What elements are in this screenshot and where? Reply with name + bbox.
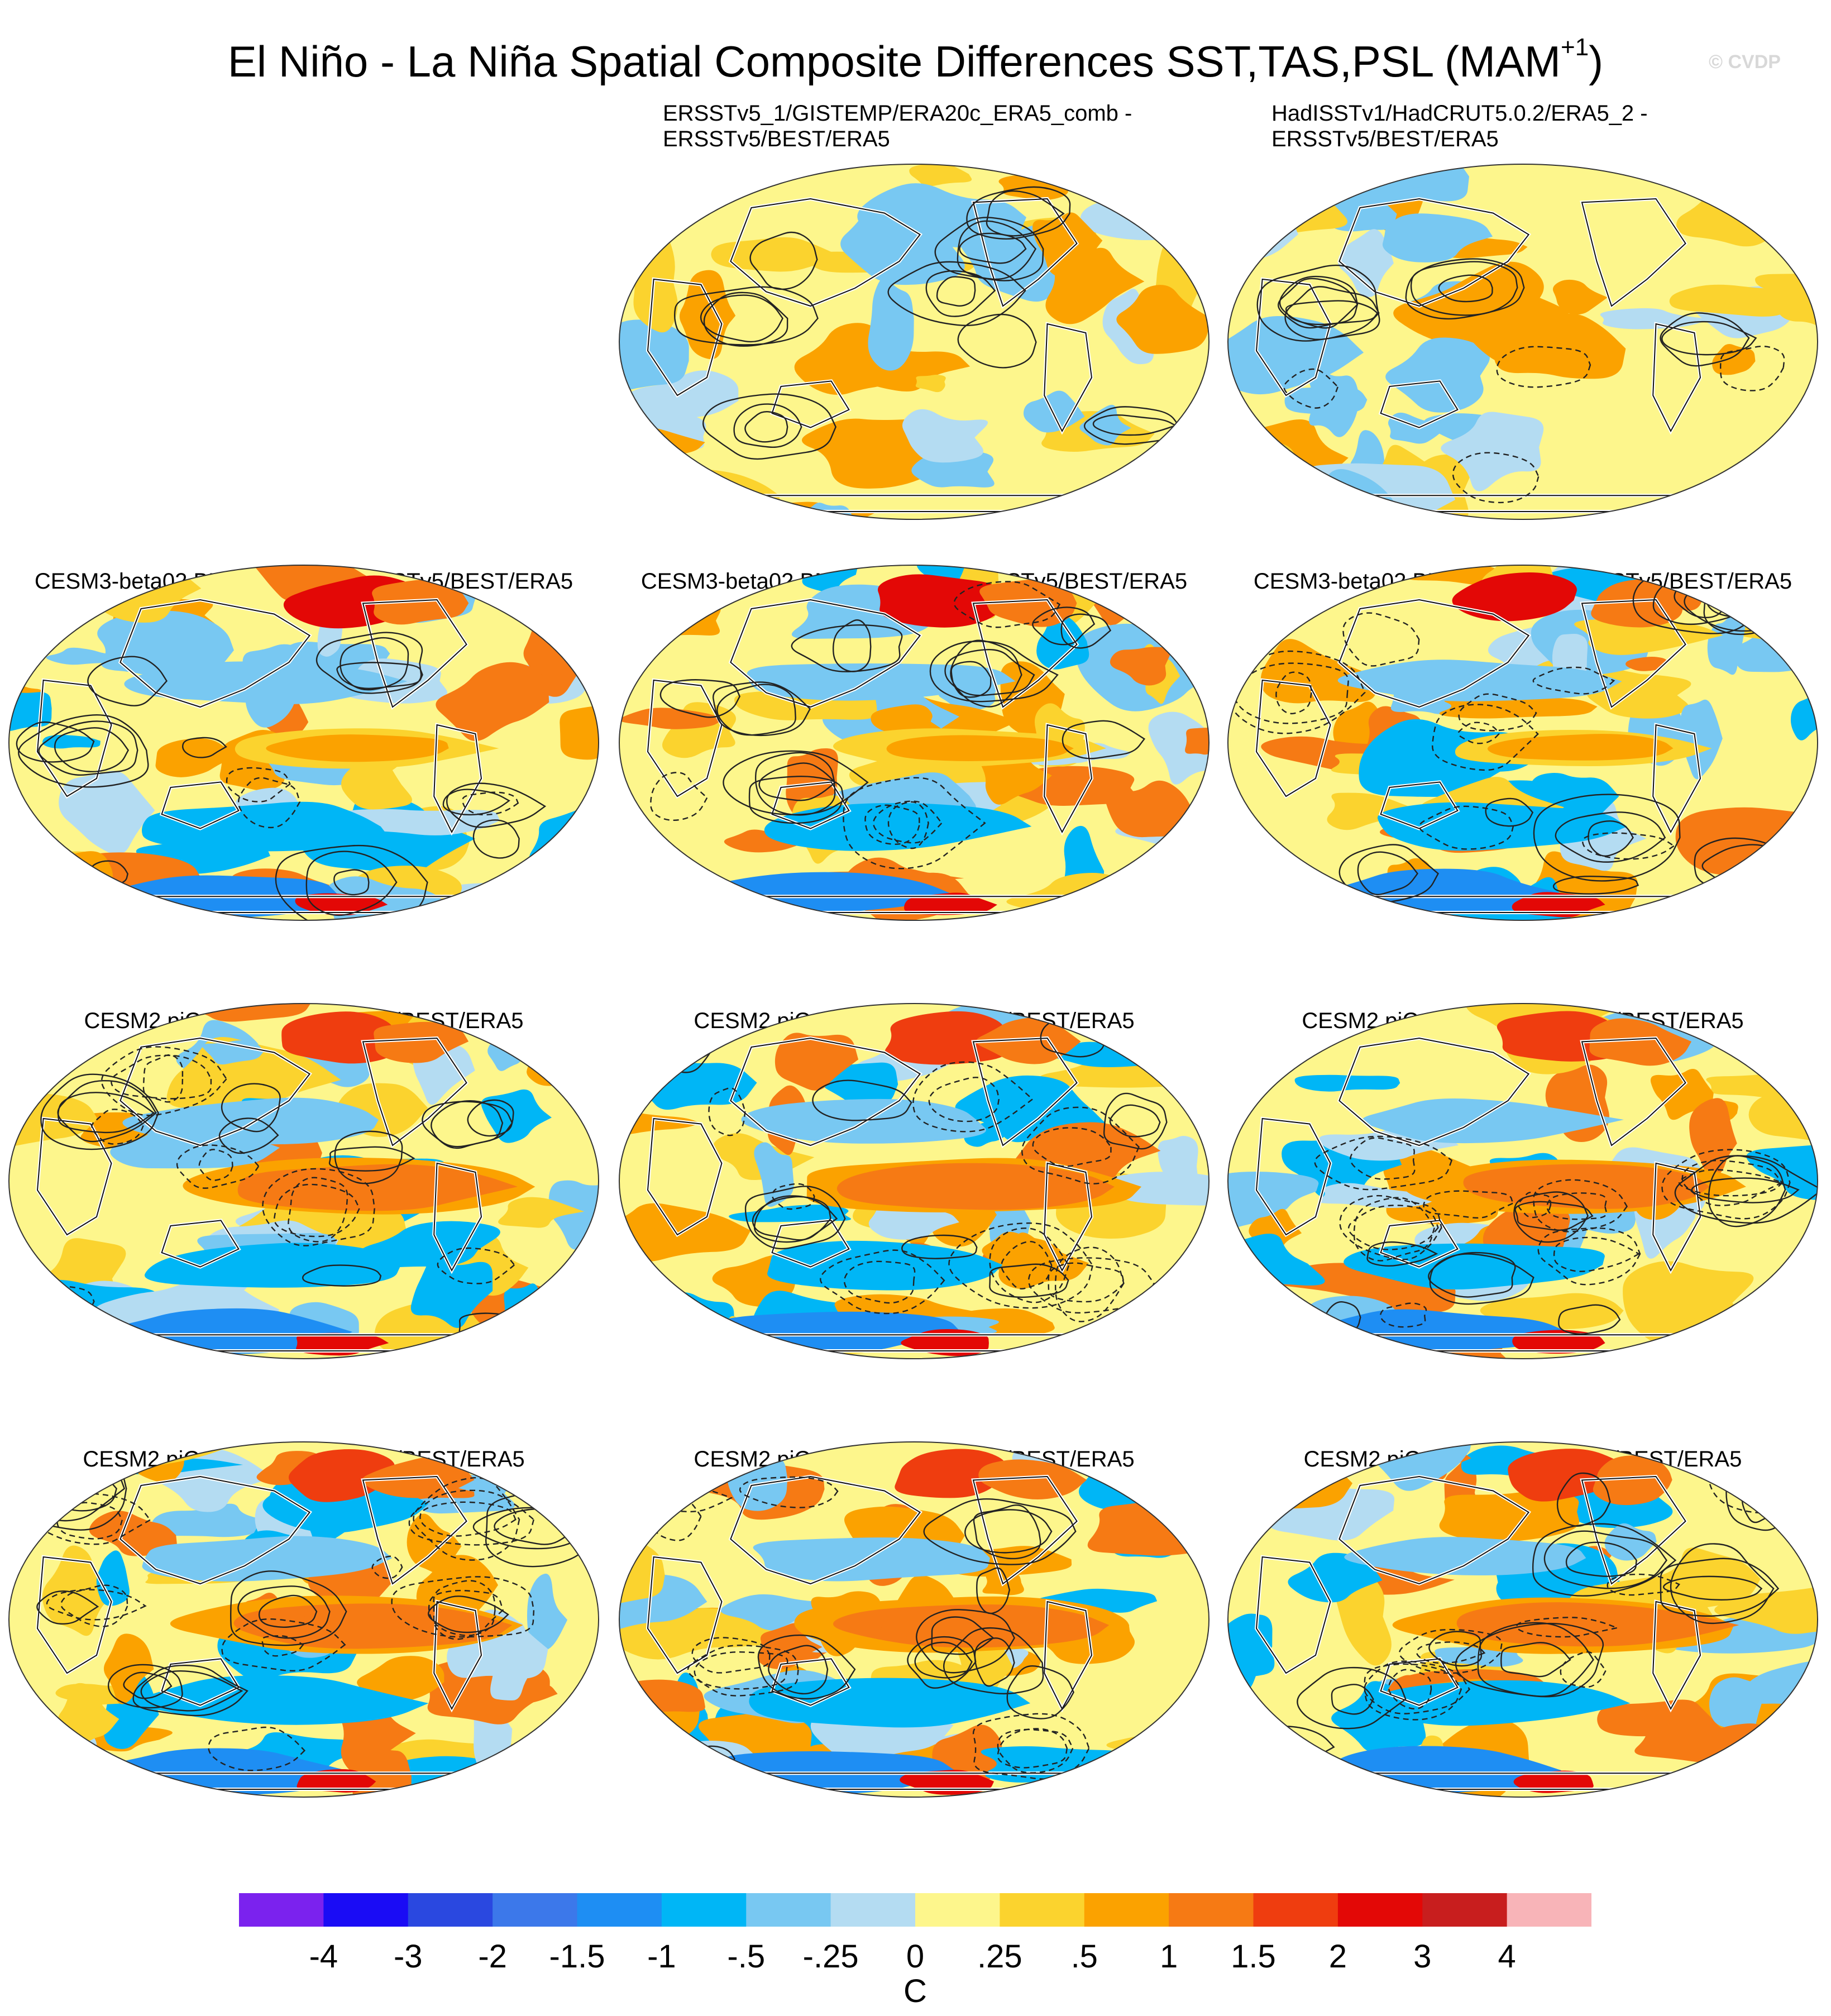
colorbar-tick-label: -3	[393, 1938, 423, 1975]
colorbar-tick-label: 2	[1328, 1938, 1347, 1975]
colorbar-tick-label: .25	[977, 1938, 1022, 1975]
colorbar-box	[746, 1893, 831, 1927]
map-ellipse	[1227, 164, 1818, 520]
colorbar-box	[915, 1893, 1000, 1927]
copyright-watermark: © CVDP	[1709, 51, 1781, 73]
colorbar-tick-label: 0	[906, 1938, 925, 1975]
colorbar-units: C	[903, 1973, 927, 2009]
map-field	[619, 1004, 1209, 1359]
map-ellipse	[619, 164, 1209, 520]
colorbar-box	[323, 1893, 409, 1927]
map-field	[1228, 565, 1818, 920]
figure-title-close: )	[1589, 37, 1604, 86]
colorbar-tick-label: 3	[1413, 1938, 1432, 1975]
map-field	[619, 1442, 1209, 1797]
colorbar-box	[577, 1893, 662, 1927]
colorbar-tick-label: 1.5	[1231, 1938, 1276, 1975]
map-field	[9, 1442, 599, 1797]
colorbar-box	[1337, 1893, 1423, 1927]
panel-title-line: ERSSTv5_1/GISTEMP/ERA20c_ERA5_comb -	[663, 101, 1132, 126]
colorbar-box	[408, 1893, 493, 1927]
map-field	[1228, 1442, 1818, 1797]
map-ellipse	[619, 1003, 1209, 1359]
map-ellipse	[8, 1441, 599, 1798]
colorbar-box	[1084, 1893, 1169, 1927]
colorbar-tick-label: -4	[309, 1938, 338, 1975]
map-ellipse	[619, 1441, 1209, 1798]
colorbar-box	[830, 1893, 916, 1927]
colorbar-box	[1507, 1893, 1591, 1927]
colorbar-box	[239, 1893, 324, 1927]
figure-title-text: El Niño - La Niña Spatial Composite Diff…	[227, 37, 1561, 86]
map-field	[619, 164, 1209, 519]
panel-title-line: HadISSTv1/HadCRUT5.0.2/ERA5_2 -	[1271, 101, 1648, 126]
figure-title: El Niño - La Niña Spatial Composite Diff…	[0, 22, 1831, 87]
map-ellipse	[1227, 565, 1818, 921]
colorbar	[239, 1893, 1591, 1927]
map-field	[9, 1004, 599, 1359]
map-field	[619, 565, 1209, 920]
colorbar-tick-label: .5	[1070, 1938, 1098, 1975]
colorbar-tick-label: -.25	[802, 1938, 859, 1975]
colorbar-tick-label: -2	[478, 1938, 507, 1975]
colorbar-box	[493, 1893, 578, 1927]
map-field	[1228, 164, 1818, 519]
colorbar-tick-label: -1.5	[549, 1938, 605, 1975]
colorbar-box	[1169, 1893, 1254, 1927]
map-ellipse	[8, 1003, 599, 1359]
map-ellipse	[619, 565, 1209, 921]
map-field	[1228, 1004, 1818, 1359]
panel-title-line: ERSSTv5/BEST/ERA5	[1271, 127, 1499, 151]
panel-title: HadISSTv1/HadCRUT5.0.2/ERA5_2 - ERSSTv5/B…	[1271, 101, 1648, 152]
map-ellipse	[8, 565, 599, 921]
panel-title: ERSSTv5_1/GISTEMP/ERA20c_ERA5_comb - ERSS…	[663, 101, 1132, 152]
map-ellipse	[1227, 1441, 1818, 1798]
colorbar-tick-label: 4	[1498, 1938, 1516, 1975]
colorbar-tick-label: -.5	[727, 1938, 766, 1975]
figure-title-superscript: +1	[1561, 34, 1589, 61]
map-field	[9, 565, 599, 920]
colorbar-box	[1000, 1893, 1085, 1927]
panel-title-line: ERSSTv5/BEST/ERA5	[663, 127, 890, 151]
colorbar-box	[1422, 1893, 1508, 1927]
colorbar-tick-label: -1	[647, 1938, 676, 1975]
colorbar-box	[661, 1893, 747, 1927]
map-ellipse	[1227, 1003, 1818, 1359]
colorbar-tick-label: 1	[1159, 1938, 1178, 1975]
colorbar-box	[1253, 1893, 1338, 1927]
